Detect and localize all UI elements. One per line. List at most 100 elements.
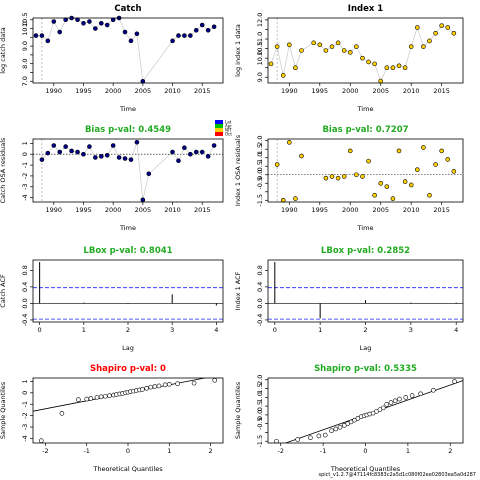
- y-tick-label: 0.0: [21, 298, 29, 308]
- plot-frame: [267, 259, 464, 323]
- data-point: [128, 157, 134, 162]
- data-point: [402, 179, 408, 184]
- chart-index-osa: Bias p-val: 0.7207 Time Index 1 OSA residu…: [234, 125, 464, 232]
- data-point: [427, 38, 432, 44]
- series-line: [41, 142, 215, 200]
- data-point: [75, 149, 80, 155]
- data-point: [87, 19, 92, 24]
- data-point: [140, 387, 145, 392]
- x-axis-label: Time: [357, 224, 374, 232]
- data-point: [134, 139, 140, 145]
- data-point: [39, 33, 45, 38]
- data-point: [384, 65, 390, 71]
- x-axis-label: Theoretical Quantiles: [92, 465, 163, 473]
- data-point: [134, 31, 140, 37]
- data-point: [98, 154, 104, 159]
- data-point: [211, 143, 217, 148]
- data-point: [110, 143, 116, 148]
- data-point: [414, 167, 420, 172]
- chart-catch-acf: LBox p-val: 0.8041 Lag Catch ACF 0 1 2 3 4 -0.4 0…: [0, 246, 224, 352]
- data-point: [408, 182, 414, 188]
- x-tick-label: 3: [170, 326, 174, 334]
- x-tick-label: -1: [83, 447, 89, 455]
- data-point: [107, 393, 112, 398]
- data-point: [205, 154, 211, 159]
- x-tick-label: 2015: [433, 206, 450, 214]
- data-point: [93, 155, 98, 160]
- data-point: [116, 155, 122, 160]
- data-point: [33, 33, 39, 38]
- data-point: [170, 38, 175, 44]
- y-tick-label: -0.5: [256, 177, 264, 190]
- data-point: [329, 428, 334, 434]
- data-point: [333, 426, 339, 432]
- y-axis-label: log catch data: [0, 27, 7, 73]
- y-tick-label: 0.0: [256, 410, 264, 420]
- y-tick-label: 10.5: [21, 13, 29, 27]
- footer-version: spict_v1.2.7@47114fc8383c2a5d1c080f02ee0…: [318, 472, 477, 478]
- plot-frame: [267, 377, 464, 444]
- data-point: [323, 48, 329, 53]
- x-tick-label: -1: [320, 447, 326, 455]
- plot-frame: [32, 138, 224, 203]
- data-point: [397, 396, 402, 402]
- chart-catch: Catch Time log catch data 1990 1995 2000 2005 2…: [0, 4, 224, 113]
- data-point: [445, 157, 451, 162]
- data-point: [299, 48, 304, 53]
- data-point: [322, 432, 328, 438]
- data-point: [51, 143, 57, 148]
- data-point: [293, 196, 298, 201]
- plot-frame: [267, 17, 464, 84]
- x-tick-label: 1: [406, 447, 410, 455]
- data-point: [396, 63, 402, 69]
- x-axis-label: Time: [119, 105, 136, 113]
- data-point: [439, 23, 444, 28]
- data-point: [451, 169, 457, 174]
- data-point: [366, 59, 371, 65]
- y-tick-label: 0.4: [21, 282, 29, 292]
- y-tick-label: -2: [21, 412, 29, 418]
- y-tick-label: 9.0: [21, 41, 29, 51]
- data-point: [45, 150, 51, 156]
- data-point: [148, 384, 154, 390]
- y-tick-label: 11.0: [256, 32, 264, 46]
- y-tick-label: 2.0: [256, 375, 264, 385]
- data-point: [388, 400, 394, 405]
- data-point: [144, 385, 149, 391]
- chart-title: Bias p-val: 0.4549: [85, 125, 171, 135]
- chart-title: LBox p-val: 0.8041: [83, 246, 172, 256]
- x-tick-label: 1995: [312, 87, 329, 95]
- data-point: [329, 44, 335, 49]
- x-tick-label: 1990: [46, 206, 63, 214]
- data-point: [316, 433, 322, 439]
- data-point: [51, 19, 57, 24]
- y-tick-label: 10.5: [256, 41, 264, 55]
- data-point: [354, 172, 359, 178]
- legend-swatch: [215, 124, 223, 128]
- y-tick-label: -0.4: [256, 314, 264, 327]
- x-tick-label: 2000: [342, 206, 359, 214]
- data-point: [191, 380, 197, 386]
- data-point: [347, 50, 353, 55]
- y-tick-label: -3: [21, 184, 29, 190]
- data-point: [287, 42, 292, 48]
- y-tick-label: 0.0: [256, 298, 264, 308]
- y-axis-label: log index 1 data: [234, 24, 242, 77]
- x-tick-label: 4: [454, 326, 458, 334]
- data-point: [378, 180, 384, 186]
- data-point: [311, 40, 317, 46]
- data-point: [392, 398, 398, 404]
- data-point: [378, 78, 384, 84]
- chart-catch-qq: Shapiro p-val: 0 Theoretical Quantiles Sam…: [0, 364, 224, 473]
- data-point: [182, 33, 187, 38]
- data-point: [445, 25, 451, 30]
- data-point: [39, 157, 45, 162]
- x-tick-label: 0: [126, 447, 130, 455]
- y-tick-label: -1.5: [256, 194, 264, 207]
- x-tick-label: -2: [277, 447, 283, 455]
- data-point: [59, 411, 65, 416]
- data-point: [176, 158, 181, 164]
- data-point: [146, 171, 152, 177]
